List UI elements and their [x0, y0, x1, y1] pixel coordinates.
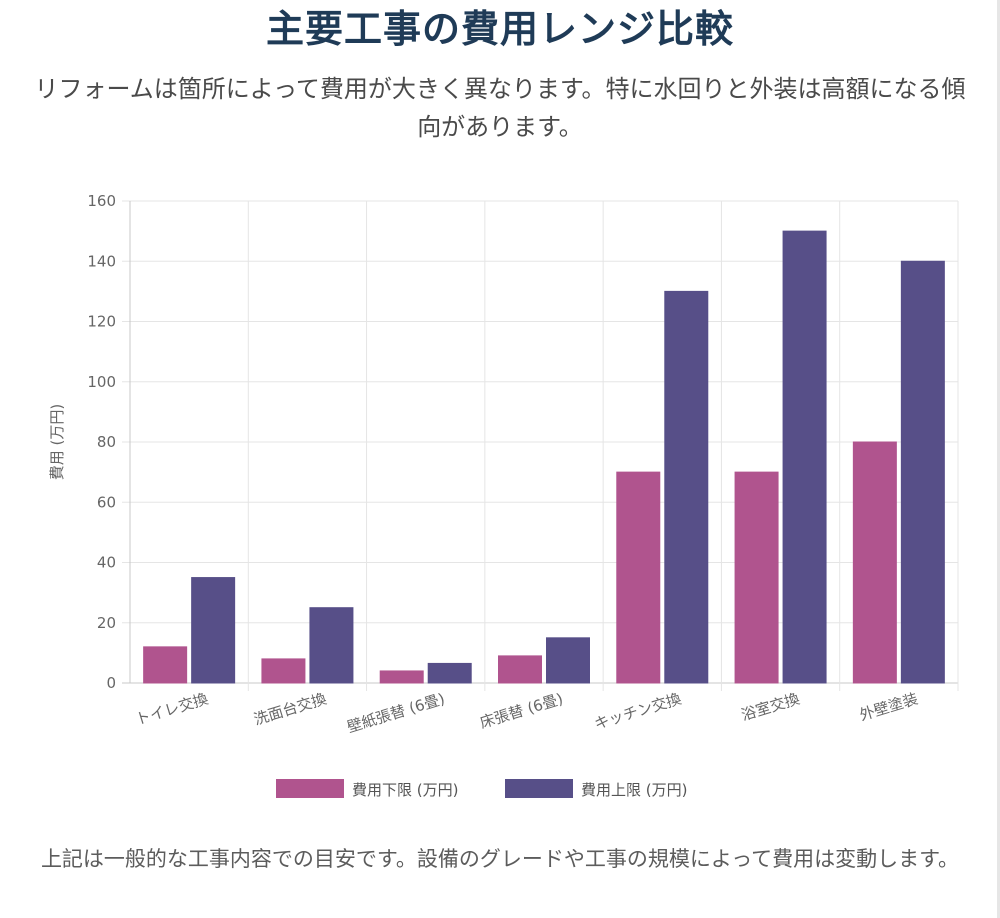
- x-tick-label: 洗面台交換: [252, 690, 329, 729]
- legend-label[interactable]: 費用上限 (万円): [581, 781, 687, 799]
- x-tick-label: 外壁塗装: [857, 690, 920, 725]
- bar-lower[interactable]: [616, 471, 661, 684]
- x-tick-label: キッチン交換: [592, 690, 683, 734]
- x-tick-label: トイレ交換: [133, 690, 210, 729]
- bar-upper[interactable]: [664, 290, 709, 684]
- x-tick-label: 浴室交換: [739, 690, 802, 725]
- y-axis-title: 費用 (万円): [48, 404, 66, 480]
- y-tick-label: 100: [87, 373, 116, 391]
- footnote: 上記は一般的な工事内容での目安です。設備のグレードや工事の規模によって費用は変動…: [40, 847, 960, 871]
- y-tick-label: 20: [97, 614, 116, 632]
- legend-swatch[interactable]: [276, 779, 344, 798]
- x-axis-ticks: トイレ交換 洗面台交換 壁紙張替 (6畳) 床張替 (6畳) キッチン交換 浴室交換 外壁塗…: [133, 690, 920, 737]
- y-tick-label: 40: [97, 554, 116, 572]
- page-title: 主要工事の費用レンジ比較: [265, 7, 734, 51]
- bar-upper[interactable]: [782, 230, 827, 684]
- bar-lower[interactable]: [498, 655, 542, 684]
- bar-upper[interactable]: [309, 607, 354, 684]
- bar-lower[interactable]: [734, 471, 779, 684]
- y-tick-label: 80: [97, 433, 116, 451]
- y-tick-label: 160: [87, 192, 116, 210]
- page-subtitle: リフォームは箇所によって費用が大きく異なります。特に水回りと外装は高額になる傾向…: [34, 75, 966, 141]
- bar-lower[interactable]: [143, 646, 188, 684]
- bar-lower[interactable]: [379, 670, 424, 684]
- bar-upper[interactable]: [191, 577, 236, 684]
- bar-upper[interactable]: [546, 637, 590, 684]
- bar-upper[interactable]: [427, 662, 472, 684]
- y-tick-label: 140: [87, 252, 116, 270]
- legend-label[interactable]: 費用下限 (万円): [352, 781, 458, 799]
- chart-legend: 費用下限 (万円) 費用上限 (万円): [276, 779, 687, 799]
- x-tick-label: 床張替 (6畳): [478, 690, 566, 732]
- chart-grid: [122, 200, 959, 691]
- y-tick-label: 120: [87, 313, 116, 331]
- bar-chart: 0 20 40 60 80 100 120 140 160 費用 (万円) トイレ交換 洗面台交換…: [48, 192, 959, 799]
- x-tick-label: 壁紙張替 (6畳): [345, 690, 447, 737]
- scrollbar-edge: [997, 0, 1000, 918]
- bar-lower[interactable]: [852, 441, 897, 684]
- bar-upper[interactable]: [900, 260, 945, 684]
- y-axis-ticks: 0 20 40 60 80 100 120 140 160: [87, 192, 116, 692]
- chart-bars: [143, 230, 945, 684]
- bar-lower[interactable]: [261, 658, 306, 684]
- legend-swatch[interactable]: [505, 779, 573, 798]
- y-tick-label: 0: [106, 674, 116, 692]
- y-tick-label: 60: [97, 493, 116, 511]
